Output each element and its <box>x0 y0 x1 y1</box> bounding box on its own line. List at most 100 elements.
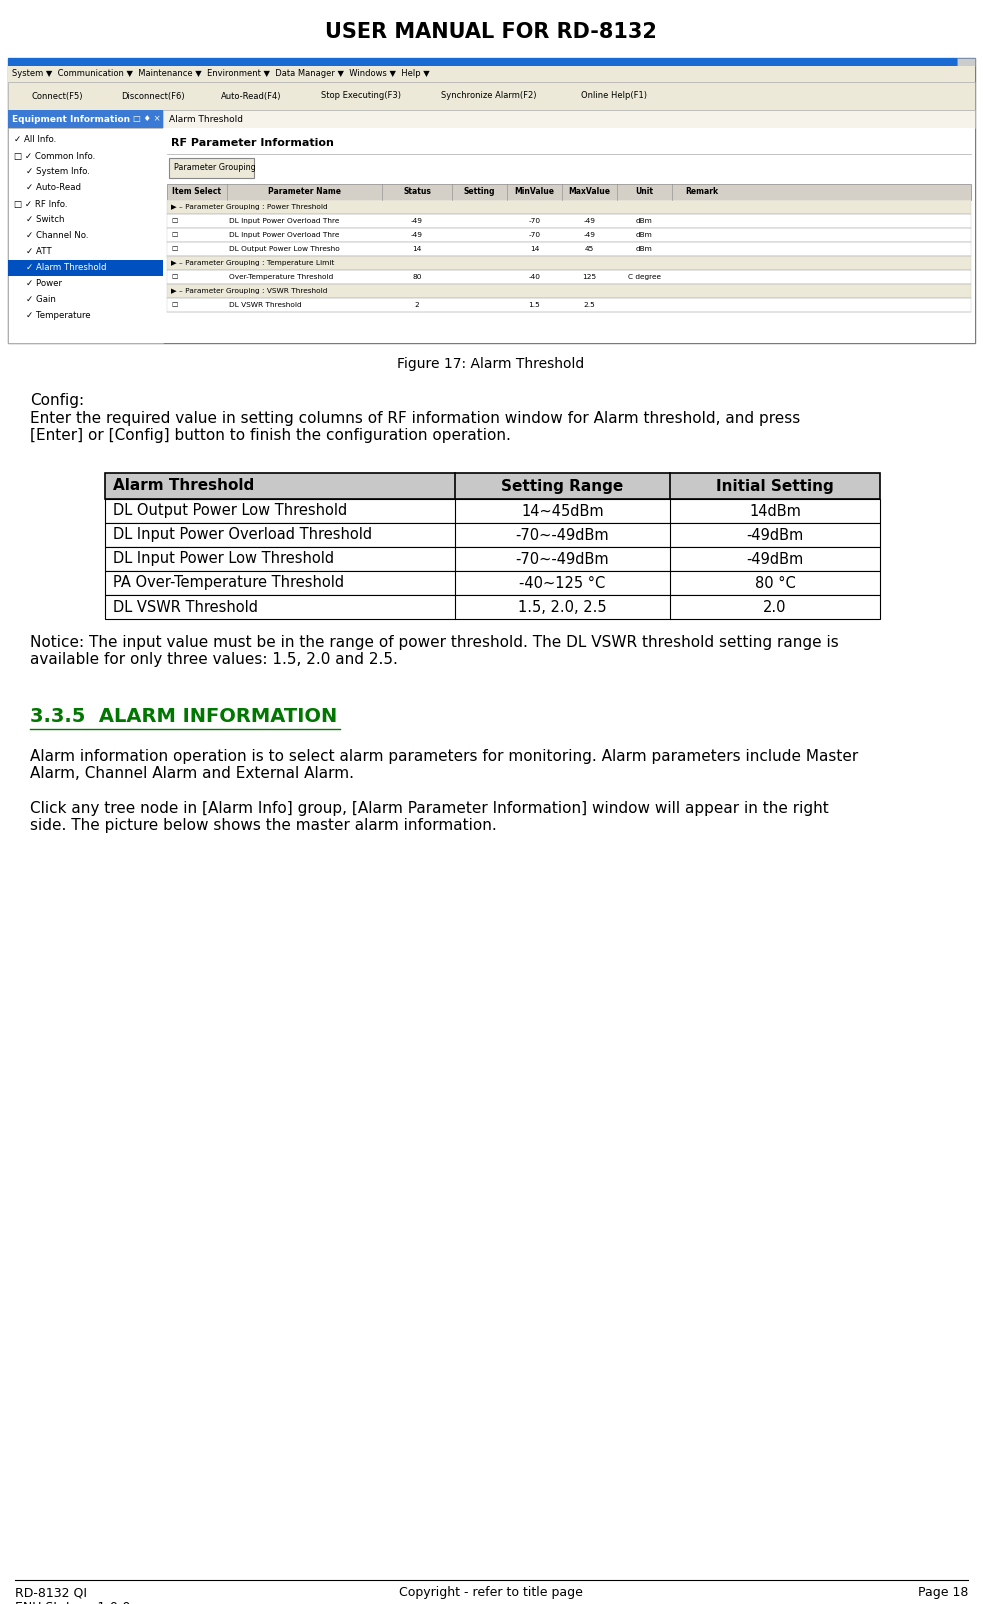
Text: RD-8132 QI
ENU Status : 1-0-0: RD-8132 QI ENU Status : 1-0-0 <box>15 1586 131 1604</box>
Text: Synchronize Alarm(F2): Synchronize Alarm(F2) <box>441 91 537 101</box>
Text: USER MANUAL FOR RD-8132: USER MANUAL FOR RD-8132 <box>325 22 657 42</box>
Bar <box>167 284 971 298</box>
Text: Online Help(F1): Online Help(F1) <box>581 91 647 101</box>
Text: 3.3.5  ALARM INFORMATION: 3.3.5 ALARM INFORMATION <box>30 707 337 727</box>
Text: 1.5: 1.5 <box>529 302 541 308</box>
Text: Item Select: Item Select <box>172 188 221 197</box>
Text: -70: -70 <box>529 233 541 237</box>
Bar <box>167 298 971 313</box>
Text: RF Parameter Information: RF Parameter Information <box>171 138 334 148</box>
Text: ☐: ☐ <box>172 233 178 237</box>
Text: ☐: ☐ <box>172 218 178 225</box>
Text: ✓ All Info.: ✓ All Info. <box>14 135 56 144</box>
Text: -70: -70 <box>529 218 541 225</box>
Text: ✓ Temperature: ✓ Temperature <box>26 311 90 321</box>
Text: 2: 2 <box>415 302 420 308</box>
Text: Connect(F5): Connect(F5) <box>31 91 83 101</box>
Bar <box>8 58 975 66</box>
Text: Stop Executing(F3): Stop Executing(F3) <box>321 91 401 101</box>
Text: MaxValue: MaxValue <box>568 188 610 197</box>
Bar <box>8 128 163 343</box>
Text: System ▼  Communication ▼  Maintenance ▼  Environment ▼  Data Manager ▼  Windows: System ▼ Communication ▼ Maintenance ▼ E… <box>12 69 430 79</box>
Text: Over-Temperature Threshold: Over-Temperature Threshold <box>229 274 333 281</box>
Bar <box>8 111 163 128</box>
Bar <box>163 111 975 128</box>
Text: Initial Setting: Initial Setting <box>717 478 834 494</box>
Text: Parameter Name: Parameter Name <box>268 188 341 197</box>
Text: Copyright - refer to title page: Copyright - refer to title page <box>399 1586 583 1599</box>
Text: Enter the required value in setting columns of RF information window for Alarm t: Enter the required value in setting colu… <box>30 411 800 443</box>
Text: Auto-Read(F4): Auto-Read(F4) <box>221 91 281 101</box>
Text: Unit: Unit <box>635 188 654 197</box>
Text: Setting Range: Setting Range <box>501 478 623 494</box>
Bar <box>167 184 971 200</box>
Bar <box>167 213 971 228</box>
Text: dBm: dBm <box>636 218 653 225</box>
Text: ✓ Gain: ✓ Gain <box>26 295 56 305</box>
Text: 14: 14 <box>412 245 422 252</box>
Text: MinValue: MinValue <box>514 188 554 197</box>
Text: Alarm Threshold: Alarm Threshold <box>169 114 243 124</box>
Text: ✓ Alarm Threshold: ✓ Alarm Threshold <box>26 263 106 273</box>
Text: C degree: C degree <box>628 274 661 281</box>
Text: Remark: Remark <box>685 188 719 197</box>
Text: Figure 17: Alarm Threshold: Figure 17: Alarm Threshold <box>397 358 585 371</box>
Text: □ ✓ RF Info.: □ ✓ RF Info. <box>14 199 68 209</box>
Bar <box>8 82 975 111</box>
Text: Page 18: Page 18 <box>917 1586 968 1599</box>
Text: ✓ ATT: ✓ ATT <box>26 247 52 257</box>
Bar <box>105 523 880 547</box>
Text: Disconnect(F6): Disconnect(F6) <box>121 91 185 101</box>
Bar <box>163 128 975 343</box>
Bar <box>167 242 971 257</box>
Text: ✓ System Info.: ✓ System Info. <box>26 167 89 176</box>
Text: DL VSWR Threshold: DL VSWR Threshold <box>113 600 258 614</box>
Text: -49: -49 <box>411 218 423 225</box>
Text: 2.5: 2.5 <box>584 302 596 308</box>
Text: ▶ – Parameter Grouping : Temperature Limit: ▶ – Parameter Grouping : Temperature Lim… <box>171 260 334 266</box>
Text: ☐: ☐ <box>172 274 178 281</box>
Text: Alarm information operation is to select alarm parameters for monitoring. Alarm : Alarm information operation is to select… <box>30 749 858 781</box>
Text: -49: -49 <box>584 218 596 225</box>
Text: DL Input Power Overload Thre: DL Input Power Overload Thre <box>229 233 339 237</box>
Bar <box>105 473 880 499</box>
Text: DL Output Power Low Threshold: DL Output Power Low Threshold <box>113 504 347 518</box>
Text: 125: 125 <box>583 274 597 281</box>
Text: DL Input Power Overload Threshold: DL Input Power Overload Threshold <box>113 528 373 542</box>
Text: 80: 80 <box>412 274 422 281</box>
Text: DL VSWR Threshold: DL VSWR Threshold <box>229 302 302 308</box>
Text: 14: 14 <box>530 245 540 252</box>
Text: ✓ Switch: ✓ Switch <box>26 215 65 225</box>
Bar <box>8 260 163 276</box>
Text: 45: 45 <box>585 245 594 252</box>
Text: PA Over-Temperature Threshold: PA Over-Temperature Threshold <box>113 576 344 590</box>
Text: Parameter Grouping: Parameter Grouping <box>174 164 256 173</box>
Text: DL Input Power Overload Thre: DL Input Power Overload Thre <box>229 218 339 225</box>
Text: ☐: ☐ <box>172 245 178 252</box>
Bar <box>167 257 971 269</box>
Text: Alarm Threshold: Alarm Threshold <box>113 478 255 494</box>
Text: Status: Status <box>403 188 431 197</box>
Text: -49dBm: -49dBm <box>746 528 804 542</box>
Text: ▶ – Parameter Grouping : Power Threshold: ▶ – Parameter Grouping : Power Threshold <box>171 204 327 210</box>
Bar <box>8 58 975 343</box>
Text: ☐: ☐ <box>172 302 178 308</box>
Bar <box>169 159 254 178</box>
Text: Notice: The input value must be in the range of power threshold. The DL VSWR thr: Notice: The input value must be in the r… <box>30 635 838 667</box>
Text: -49dBm: -49dBm <box>746 552 804 566</box>
Text: 2.0: 2.0 <box>763 600 786 614</box>
Text: DL Output Power Low Thresho: DL Output Power Low Thresho <box>229 245 340 252</box>
Text: 14~45dBm: 14~45dBm <box>521 504 604 518</box>
Text: Config:: Config: <box>30 393 85 407</box>
Text: ▶ – Parameter Grouping : VSWR Threshold: ▶ – Parameter Grouping : VSWR Threshold <box>171 289 327 294</box>
Bar <box>167 269 971 284</box>
Bar <box>105 547 880 571</box>
Text: 14dBm: 14dBm <box>749 504 801 518</box>
Text: -49: -49 <box>584 233 596 237</box>
Text: Equipment Information: Equipment Information <box>12 114 130 124</box>
Bar <box>167 200 971 213</box>
Text: dBm: dBm <box>636 233 653 237</box>
Text: ✓ Auto-Read: ✓ Auto-Read <box>26 183 81 192</box>
Text: -49: -49 <box>411 233 423 237</box>
Text: ✓ Channel No.: ✓ Channel No. <box>26 231 88 241</box>
